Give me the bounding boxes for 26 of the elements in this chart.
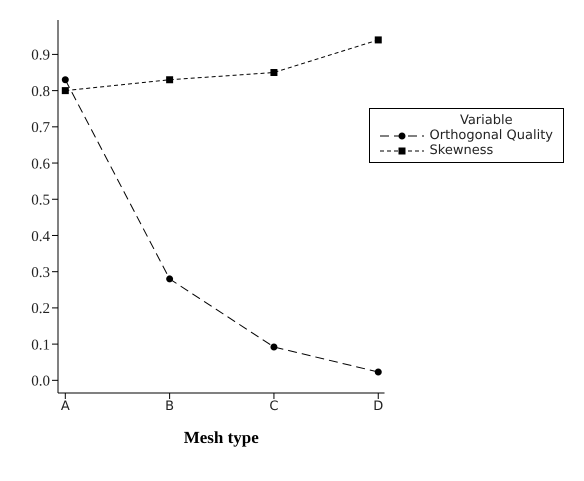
x-axis-title: Mesh type (184, 428, 260, 447)
point (62, 76, 69, 84)
y-tick-label: 0.7 (31, 120, 50, 136)
y-tick-label: 0.8 (31, 84, 50, 100)
point (270, 69, 278, 76)
y-tick-label: 0.0 (31, 374, 50, 390)
x-tick-label: A (60, 399, 70, 414)
x-tick-label: B (165, 399, 174, 414)
y-tick-label: 0.9 (31, 48, 50, 64)
point (166, 76, 174, 84)
y-tick-label: 0.3 (31, 265, 50, 282)
point (374, 368, 382, 376)
y-tick-label: 0.1 (31, 337, 50, 354)
legend-title: Variable (458, 113, 514, 128)
y-tick-label: 0.2 (31, 301, 50, 318)
y-tick-label: 0.5 (31, 192, 50, 209)
y-tick-label: 0.4 (31, 228, 50, 245)
point (374, 36, 382, 44)
point (62, 87, 69, 94)
legend-label: Orthogonal Quality (430, 128, 553, 143)
point (270, 344, 278, 351)
y-tick-label: 0.6 (31, 156, 50, 172)
x-tick-label: C (269, 399, 278, 414)
x-tick-label: D (373, 399, 384, 414)
point (166, 275, 174, 282)
legend-label: Skewness (430, 143, 494, 158)
